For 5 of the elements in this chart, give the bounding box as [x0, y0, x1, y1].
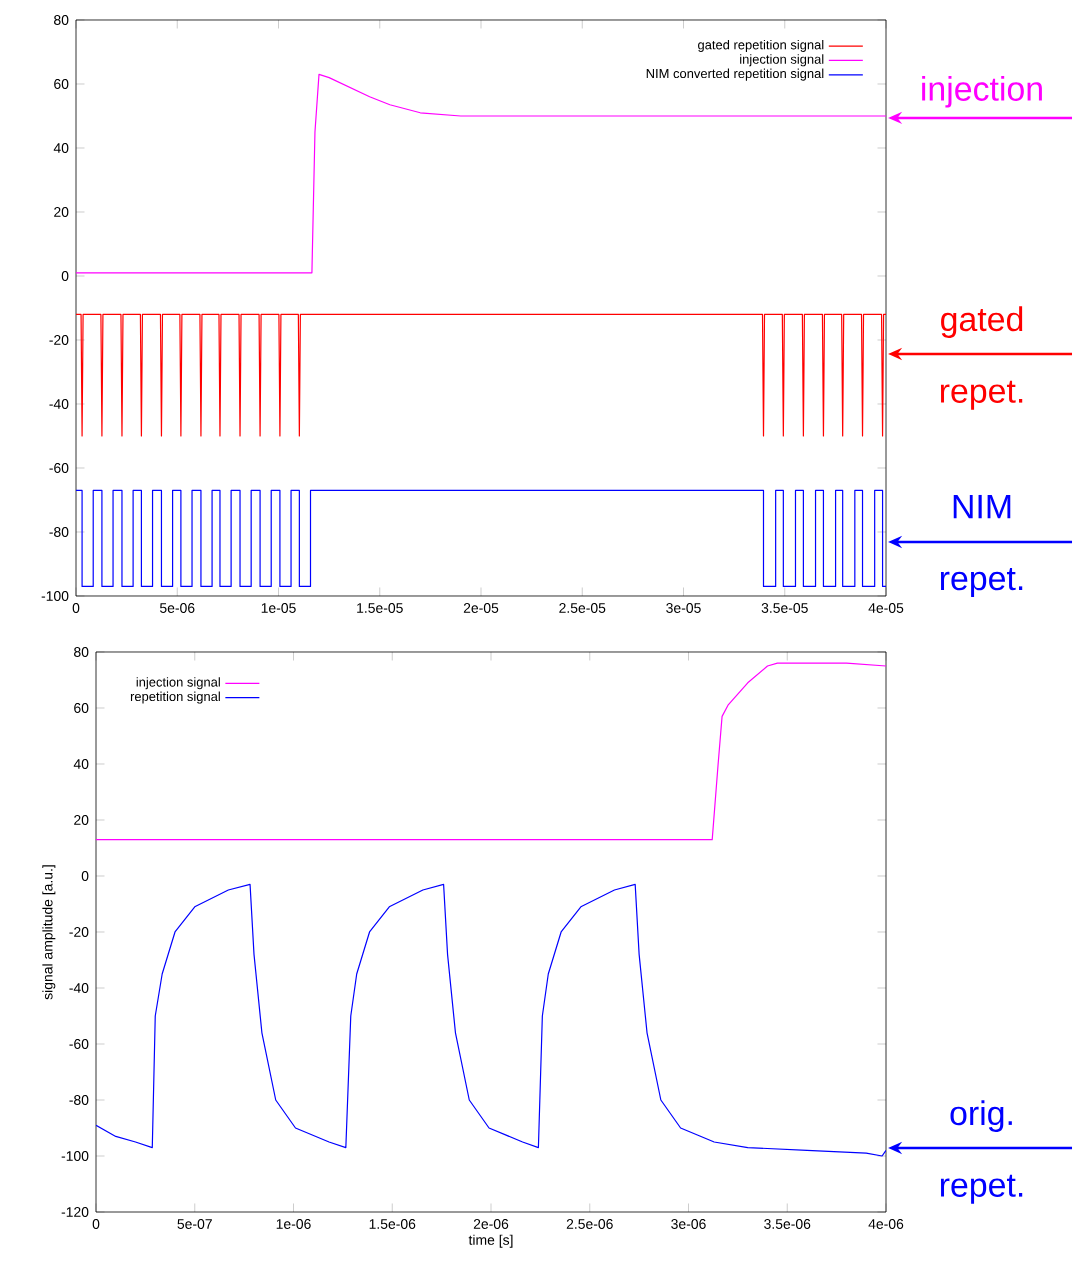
text: orig. repet. [940, 1100, 1023, 1204]
line-series [96, 662, 887, 841]
text: NIM repet. [940, 494, 1023, 598]
text: injection [922, 76, 1042, 108]
text: gated repet. [940, 306, 1023, 410]
